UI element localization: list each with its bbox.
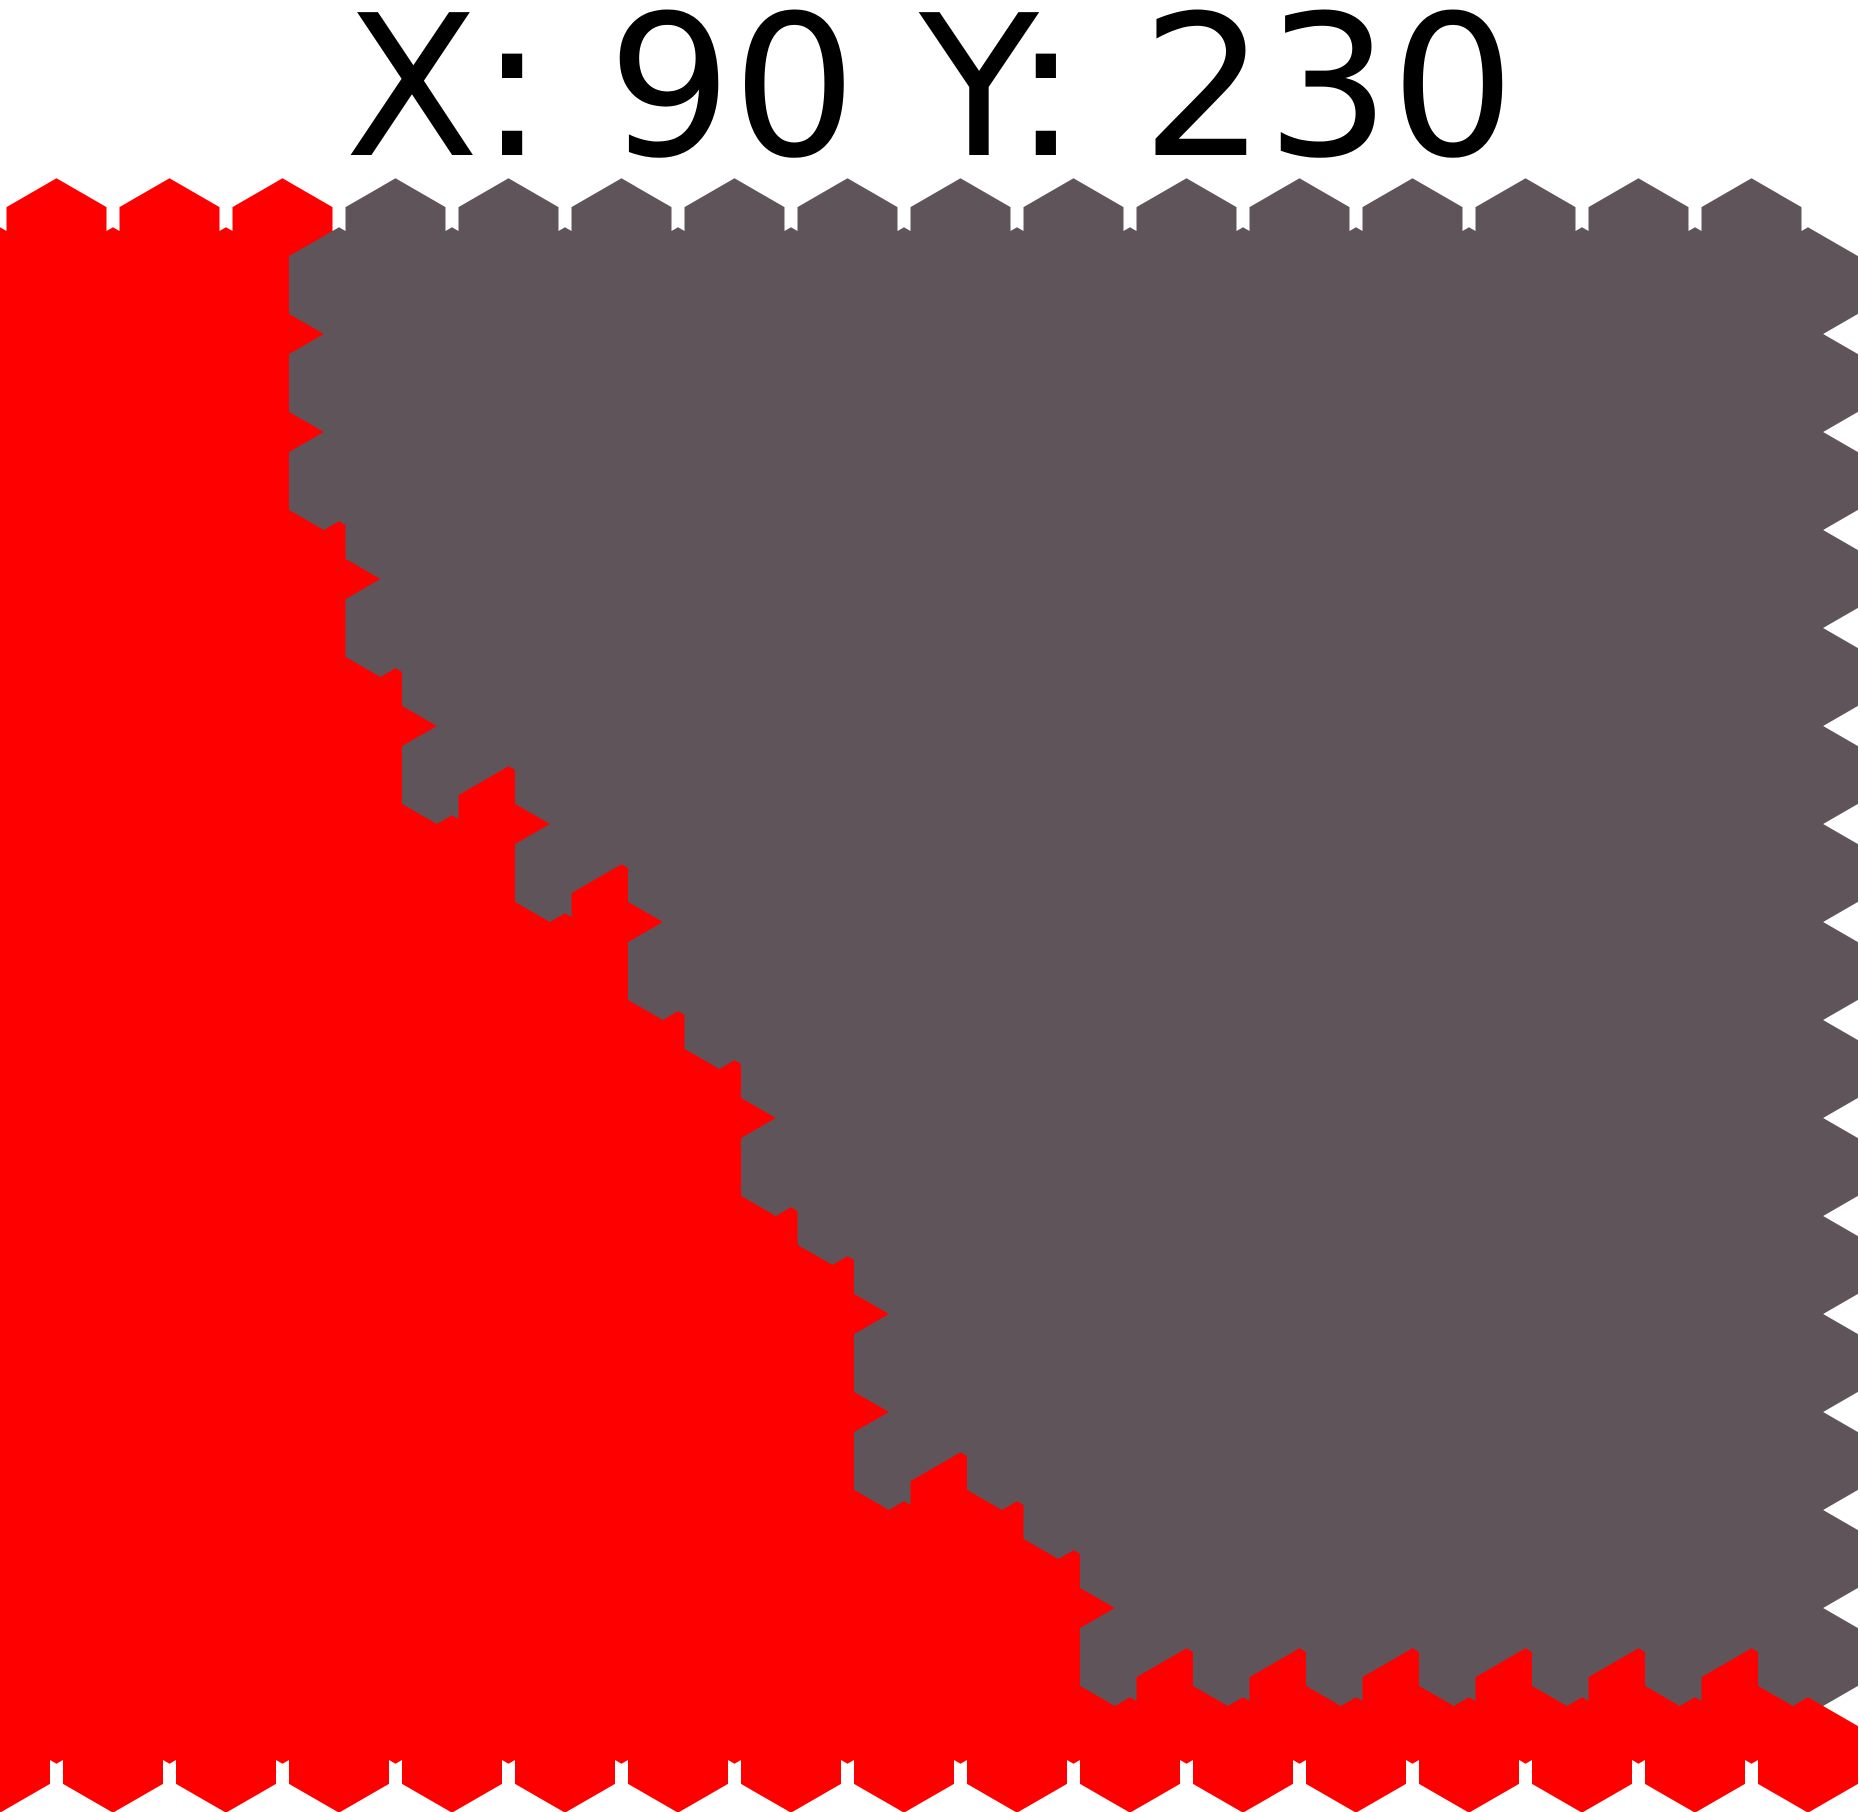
- y-value: 230: [1141, 0, 1516, 202]
- hex-cell-unclaimed[interactable]: [1758, 1109, 1858, 1225]
- hex-cell-unclaimed[interactable]: [1758, 227, 1858, 343]
- hex-cell-unclaimed[interactable]: [1758, 1207, 1858, 1323]
- hex-cell-unclaimed[interactable]: [1758, 1599, 1858, 1715]
- hex-cell-unclaimed[interactable]: [1758, 1403, 1858, 1519]
- hex-cell-unclaimed[interactable]: [1758, 1501, 1858, 1617]
- x-label: X:: [344, 0, 546, 202]
- hex-cell-unclaimed[interactable]: [1758, 1305, 1858, 1421]
- hex-cell-territory[interactable]: [1758, 1697, 1858, 1812]
- hex-cell-unclaimed[interactable]: [1758, 521, 1858, 637]
- hex-cell-unclaimed[interactable]: [1758, 325, 1858, 441]
- hex-cell-unclaimed[interactable]: [1758, 815, 1858, 931]
- x-value: 90: [607, 0, 857, 202]
- hex-cell-unclaimed[interactable]: [1758, 423, 1858, 539]
- hex-cell-unclaimed[interactable]: [1758, 619, 1858, 735]
- y-label: Y:: [919, 0, 1079, 202]
- hex-cell-unclaimed[interactable]: [1758, 1011, 1858, 1127]
- hex-cell-unclaimed[interactable]: [1758, 717, 1858, 833]
- coordinate-readout: X: 90 Y: 230: [0, 0, 1860, 186]
- hex-cell-unclaimed[interactable]: [1758, 913, 1858, 1029]
